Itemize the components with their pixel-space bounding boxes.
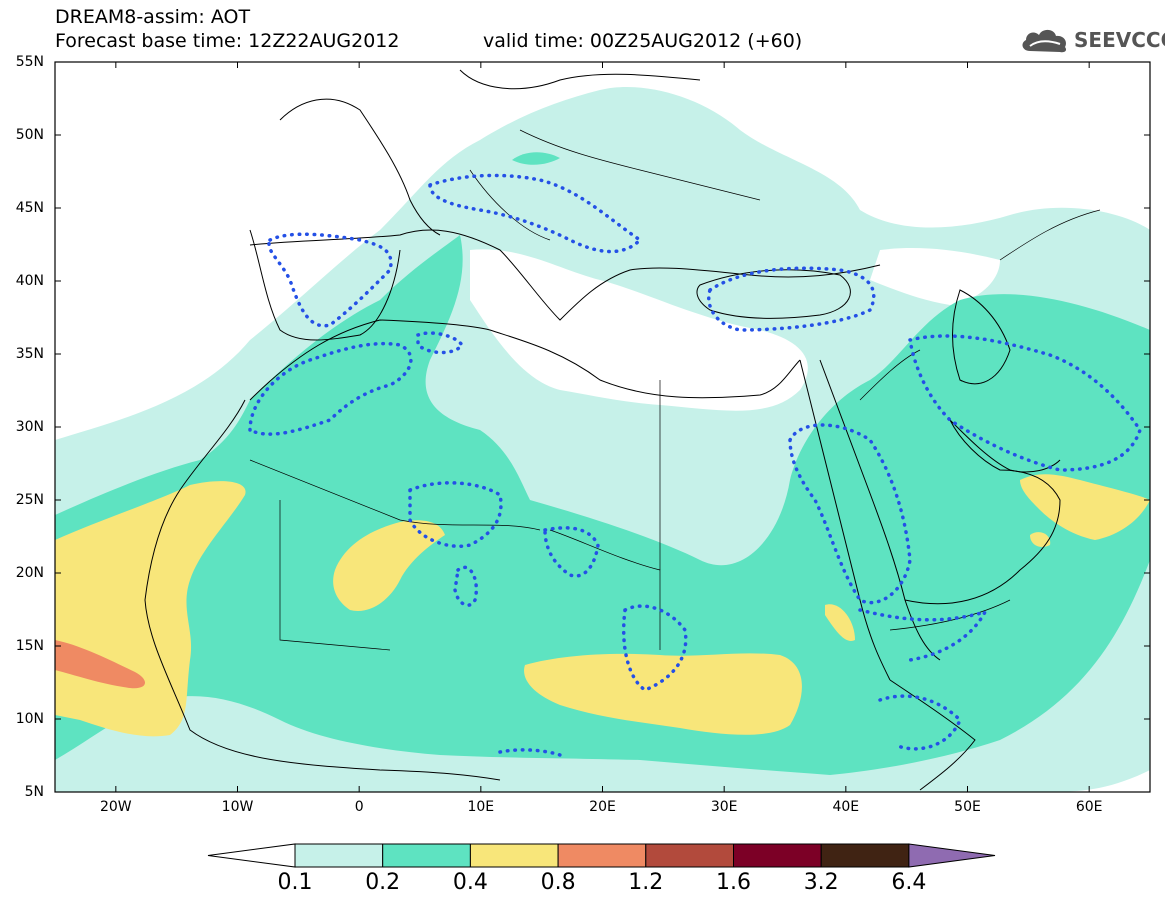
contour-europe xyxy=(428,173,643,254)
contour-libya-south xyxy=(543,526,600,578)
aot-band-0.8-1.2-atlantic xyxy=(55,640,146,689)
coastline-red-sea-east xyxy=(819,359,941,661)
aot-band-0.4-0.8-oman xyxy=(1020,474,1150,540)
lat-label: 5N xyxy=(24,784,44,800)
lon-label: 10E xyxy=(467,799,495,815)
colorbar-label: 0.8 xyxy=(540,870,576,895)
contour-arabia xyxy=(788,423,912,605)
contour-tunisia xyxy=(416,331,465,355)
lon-label: 50E xyxy=(954,799,981,815)
border-europe-2 xyxy=(469,169,551,241)
map-title: DREAM8-assim: AOT xyxy=(55,6,251,28)
lat-label: 35N xyxy=(15,346,44,362)
lat-label: 25N xyxy=(15,492,44,508)
contour-niger-south xyxy=(453,565,478,607)
coastline-europe-south xyxy=(249,229,881,321)
colorbar-label: 1.2 xyxy=(628,870,664,895)
lat-label: 50N xyxy=(15,127,44,143)
cloud-icon xyxy=(1022,29,1067,53)
contour-algeria-south xyxy=(408,481,503,548)
border-algeria-mali xyxy=(249,459,541,531)
lon-label: 10W xyxy=(221,799,254,815)
aot-band-0.4-0.8-niger xyxy=(333,520,445,611)
colorbar-label: 0.1 xyxy=(277,870,313,895)
lat-label: 55N xyxy=(15,54,44,70)
clean-air-mediterranean xyxy=(470,249,808,411)
axis-ticks xyxy=(55,61,1150,793)
lat-label: 30N xyxy=(15,419,44,435)
aot-patch-hungary xyxy=(512,152,560,165)
border-central-asia xyxy=(999,209,1101,261)
lon-label: 0 xyxy=(354,799,364,815)
coastline-iberia xyxy=(249,229,401,341)
colorbar-label: 1.6 xyxy=(716,870,751,895)
aot-band-0.4-0.8-eritrea xyxy=(825,604,855,641)
lat-label: 20N xyxy=(15,565,44,581)
contour-sahel-south xyxy=(498,748,562,757)
coastline-westafrica xyxy=(144,399,501,781)
lon-label: 20W xyxy=(99,799,132,815)
contour-chad xyxy=(621,604,688,692)
border-mali-niger xyxy=(279,500,391,651)
contour-morocco xyxy=(248,341,413,436)
coastline-arabia xyxy=(904,419,1061,605)
border-sudan-chad xyxy=(549,529,661,650)
lat-label: 45N xyxy=(15,200,44,216)
coastline-france-uk xyxy=(279,98,441,236)
aot-band-0.4-0.8-oman-small xyxy=(1030,532,1051,547)
lon-label: 30E xyxy=(710,799,738,815)
colorbar-label: 6.4 xyxy=(891,870,927,895)
lon-label: 40E xyxy=(832,799,860,815)
forecast-base-time: Forecast base time: 12Z22AUG2012 xyxy=(55,30,400,52)
coastline-horn-africa xyxy=(889,679,976,791)
lon-label: 20E xyxy=(589,799,616,815)
lon-label: 60E xyxy=(1075,799,1103,815)
coastline-red-sea-west xyxy=(799,359,891,681)
seevccc-logo: SEEVCCC xyxy=(1018,22,1165,56)
colorbar-label: 0.4 xyxy=(452,870,488,895)
aot-band-0.4-0.8-sahel xyxy=(524,653,802,735)
border-europe-1 xyxy=(519,129,761,201)
contour-anatolia xyxy=(707,266,876,332)
coastline-gulf xyxy=(949,419,1061,473)
contour-iran xyxy=(908,334,1142,472)
aot-band-0.2-0.4-africa xyxy=(55,235,1150,775)
clean-air-caucasus xyxy=(870,248,1000,305)
contour-iberia xyxy=(267,232,393,328)
colorbar-label: 3.2 xyxy=(803,870,839,895)
lat-label: 40N xyxy=(15,273,44,289)
valid-time: valid time: 00Z25AUG2012 (+60) xyxy=(483,30,803,52)
coastline-black-sea xyxy=(696,269,851,319)
logo-text: SEEVCCC xyxy=(1074,28,1165,52)
lat-label: 10N xyxy=(15,711,44,727)
coastline-north-africa xyxy=(249,319,801,401)
colorbar-label: 0.2 xyxy=(365,870,401,895)
contour-red-sea-coast xyxy=(858,608,989,662)
lat-label: 15N xyxy=(15,638,44,654)
coastline-scandinavia xyxy=(459,69,701,90)
coastline-caspian xyxy=(952,289,1011,385)
